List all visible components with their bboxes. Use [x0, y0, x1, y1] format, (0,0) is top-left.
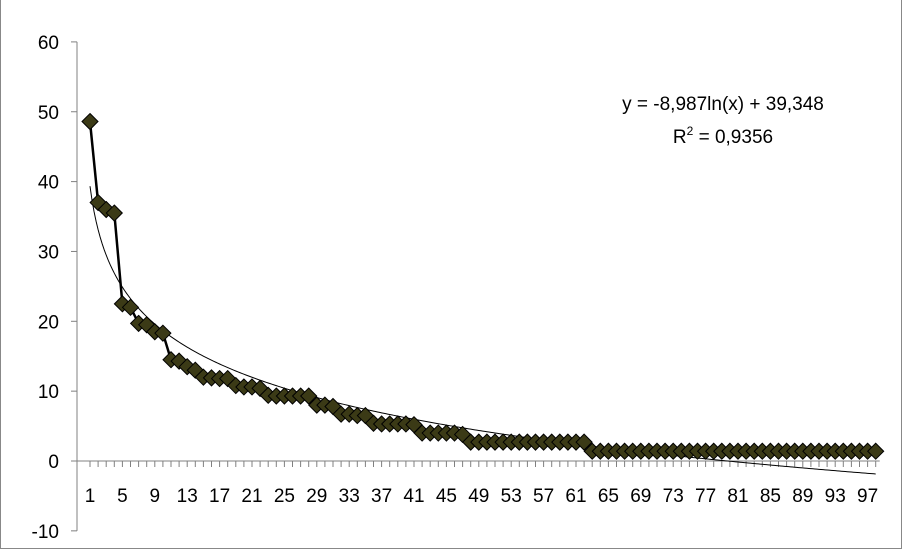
r-squared-prefix: R [673, 127, 687, 148]
data-point-marker [154, 324, 172, 342]
y-tick-label: 0 [48, 452, 59, 473]
x-tick-label: 93 [825, 486, 846, 507]
x-tick-label: 25 [274, 486, 295, 507]
r-squared-label: R2 = 0,9356 [673, 124, 773, 148]
x-tick-label: 65 [598, 486, 619, 507]
x-tick-label: 29 [306, 486, 327, 507]
x-tick-label: 81 [727, 486, 748, 507]
data-point-marker [121, 298, 140, 317]
series-group [81, 112, 885, 460]
y-tick-label: 40 [38, 173, 59, 194]
x-tick-label: 49 [468, 486, 489, 507]
x-tick-label: 37 [371, 486, 392, 507]
x-tick-label: 13 [177, 486, 198, 507]
data-point-marker [299, 387, 318, 405]
data-point-marker [81, 112, 99, 131]
trendline-equation: y = -8,987ln(x) + 39,348 [622, 94, 824, 115]
x-tick-label: 89 [792, 486, 813, 507]
x-tick-label: 21 [241, 486, 262, 507]
x-tick-label: 53 [501, 486, 522, 507]
x-tick-label: 61 [565, 486, 586, 507]
x-axis: 1 5 9 13 17 21 25 29 33 37 41 45 49 53 57 61 65 69 73 77 81 8… [77, 460, 880, 507]
trendline-path [89, 186, 876, 475]
x-tick-label: 97 [857, 486, 878, 507]
y-tick-label: 60 [38, 33, 59, 54]
x-tick-label: 69 [630, 486, 651, 507]
r-squared-value: = 0,9356 [693, 127, 773, 148]
y-tick-label: 30 [38, 242, 59, 263]
series-line [88, 121, 876, 453]
x-tick-label: 45 [436, 486, 457, 507]
x-tick-label: 57 [533, 486, 554, 507]
x-tick-label: 85 [760, 486, 781, 507]
x-tick-label: 9 [150, 486, 161, 507]
data-point-marker [866, 442, 885, 460]
x-tick-label: 1 [85, 486, 96, 507]
x-tick-label: 5 [117, 486, 128, 507]
data-point-marker [575, 433, 593, 451]
r-squared-superscript: 2 [687, 124, 694, 138]
trendline-group [89, 186, 876, 475]
x-tick-label: 41 [403, 486, 424, 507]
x-tick-label: 33 [339, 486, 360, 507]
y-tick-label: 10 [38, 382, 59, 403]
y-tick-label: 50 [38, 103, 59, 124]
data-point-marker [105, 204, 124, 222]
y-tick-label: -10 [32, 522, 59, 543]
x-tick-label: 17 [209, 486, 230, 507]
y-tick-label: 20 [38, 312, 59, 333]
x-tick-label: 77 [695, 486, 716, 507]
x-tick-label: 73 [663, 486, 684, 507]
y-axis: -10 0 10 20 30 40 50 60 [32, 33, 78, 543]
